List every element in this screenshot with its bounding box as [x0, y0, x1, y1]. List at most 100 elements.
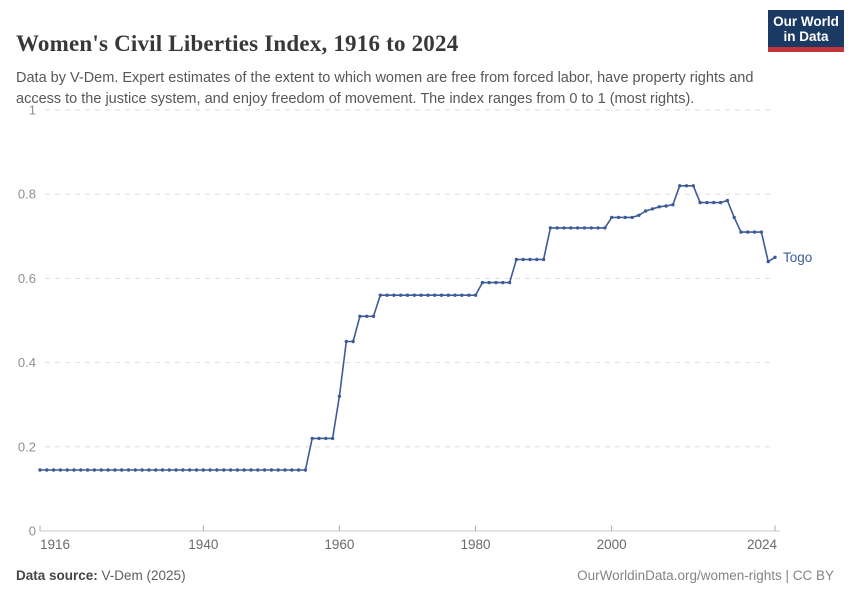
data-point [773, 255, 777, 259]
data-point [596, 226, 600, 230]
data-point [671, 203, 675, 207]
series-end-label[interactable]: Togo [783, 250, 812, 265]
data-point [215, 468, 219, 472]
data-point [120, 468, 124, 472]
data-point [419, 293, 423, 297]
data-point [630, 215, 634, 220]
data-point [181, 468, 185, 472]
data-point [637, 213, 641, 217]
data-point [222, 468, 226, 472]
data-point [351, 339, 355, 344]
data-point [732, 215, 736, 220]
data-point [507, 280, 512, 285]
data-point [208, 468, 212, 472]
data-point [337, 394, 342, 398]
data-point [358, 314, 362, 318]
data-point [290, 468, 294, 472]
data-point [610, 215, 614, 220]
data-point [317, 436, 321, 441]
data-point [385, 293, 389, 297]
data-point [324, 436, 328, 441]
data-point [140, 468, 144, 472]
data-point [439, 293, 444, 297]
data-point [160, 468, 165, 472]
data-point [766, 259, 770, 264]
data-point [106, 468, 110, 472]
x-axis-tick-label: 1960 [324, 537, 354, 552]
data-point [514, 257, 519, 262]
data-point [718, 200, 723, 205]
data-point [623, 215, 627, 220]
x-axis-tick-label: 1940 [188, 537, 218, 552]
data-point [276, 468, 280, 472]
data-point [79, 468, 83, 472]
data-point [521, 257, 525, 262]
owid-logo[interactable]: Our World in Data [768, 10, 844, 52]
data-point [528, 257, 532, 262]
data-point [38, 468, 42, 472]
data-point [174, 468, 178, 472]
data-point [589, 226, 593, 230]
data-point [698, 200, 702, 205]
data-point [569, 226, 573, 230]
data-point [467, 293, 471, 297]
data-point [433, 293, 437, 297]
data-point [256, 468, 260, 472]
data-point [555, 226, 559, 230]
data-point [644, 209, 648, 213]
data-point [426, 293, 430, 297]
data-point [113, 468, 117, 472]
y-axis-tick-label: 0.8 [18, 187, 36, 202]
series-line [40, 185, 776, 471]
data-point [460, 293, 464, 297]
x-axis-tick-label: 2000 [597, 537, 627, 552]
data-point [725, 198, 730, 203]
data-point [99, 468, 104, 472]
owid-logo-line1: Our World [773, 14, 839, 29]
data-source-value: V-Dem (2025) [97, 568, 186, 583]
data-point [405, 293, 410, 297]
data-point [480, 280, 485, 285]
data-point [262, 468, 267, 472]
data-point [752, 230, 757, 234]
data-point [535, 257, 539, 262]
data-point [310, 436, 314, 441]
data-point [283, 468, 287, 472]
data-point [330, 436, 335, 441]
x-axis-tick-label: 1980 [461, 537, 491, 552]
data-source-label: Data source: [16, 568, 98, 583]
data-point [657, 205, 661, 209]
data-point [344, 339, 348, 344]
data-point [739, 230, 743, 234]
data-point [51, 468, 56, 472]
data-point [548, 226, 553, 230]
data-point [371, 314, 376, 318]
x-axis-tick-label: 1916 [40, 537, 70, 552]
data-point [188, 468, 192, 472]
data-point [201, 468, 205, 472]
data-point [365, 314, 369, 318]
data-point [705, 200, 709, 205]
data-point [412, 293, 416, 297]
data-point [575, 226, 580, 230]
data-point [684, 184, 689, 188]
credit-link[interactable]: OurWorldinData.org/women-rights | CC BY [577, 568, 834, 583]
data-point [650, 207, 655, 211]
data-point [228, 468, 233, 472]
data-point [487, 280, 491, 285]
data-point [378, 293, 382, 297]
data-point [72, 468, 76, 472]
data-point [616, 215, 621, 220]
x-axis-tick-label: 2024 [747, 537, 778, 552]
data-point [45, 468, 49, 472]
data-point [126, 468, 131, 472]
chart-subtitle: Data by V-Dem. Expert estimates of the e… [16, 69, 754, 107]
data-point [249, 468, 253, 472]
data-point [691, 184, 695, 188]
data-point [269, 468, 274, 472]
data-point [453, 293, 457, 297]
data-point [399, 293, 403, 297]
data-source-note: Data source: V-Dem (2025) [16, 568, 186, 583]
data-point [446, 293, 450, 297]
